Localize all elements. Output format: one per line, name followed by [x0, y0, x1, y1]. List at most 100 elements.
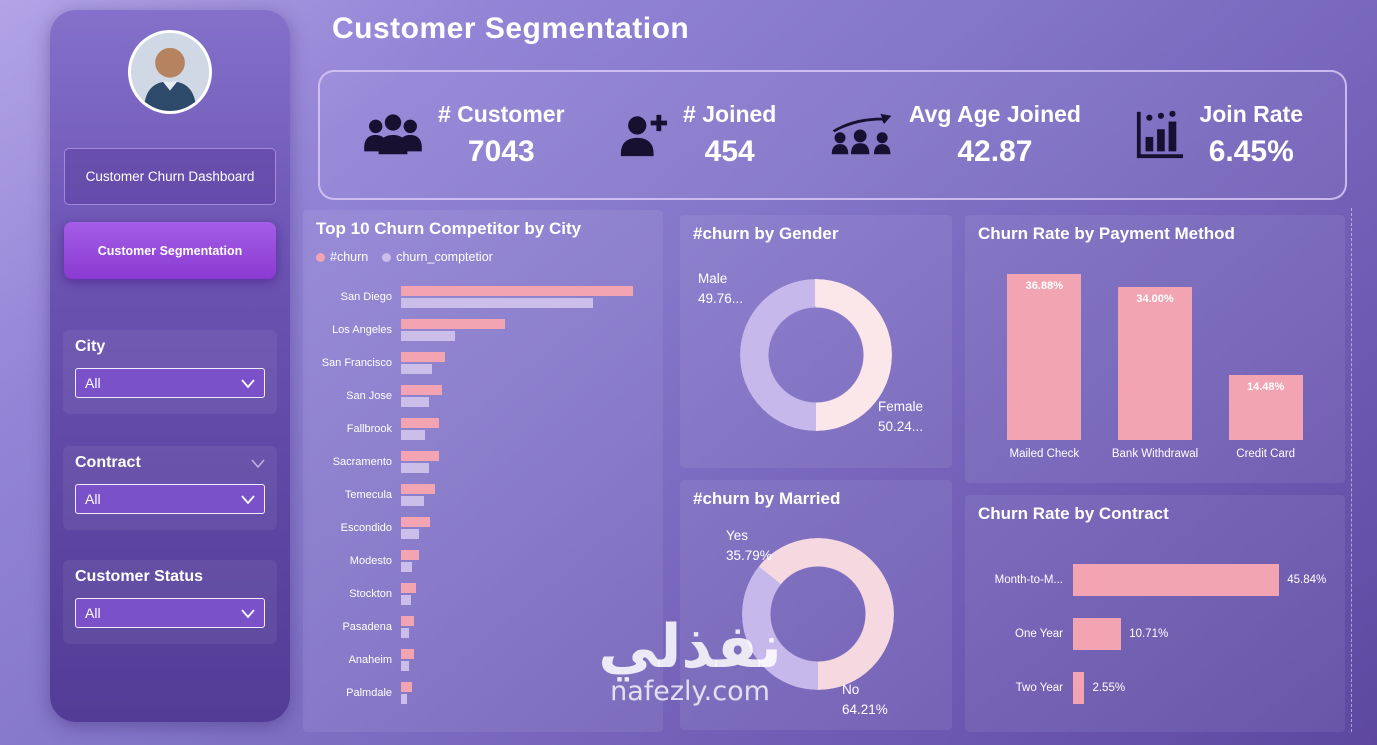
city-dropdown[interactable]: All	[75, 368, 265, 398]
city-row: Escondido	[309, 511, 657, 544]
kpi-join-rate-value: 6.45%	[1208, 135, 1294, 168]
city-bar[interactable]	[401, 615, 414, 626]
contract-bar-value: 10.71%	[1129, 628, 1169, 640]
city-row: Stockton	[309, 577, 657, 610]
page-title: Customer Segmentation	[332, 12, 690, 45]
payment-bar-value: 14.48%	[1246, 380, 1285, 393]
no-value: 64.21%	[842, 701, 888, 717]
nav-customer-segmentation[interactable]: Customer Segmentation	[64, 222, 276, 279]
city-row: Sacramento	[309, 445, 657, 478]
city-bar[interactable]	[401, 285, 633, 296]
city-bar[interactable]	[401, 648, 414, 659]
city-bar[interactable]	[401, 516, 430, 527]
filter-contract: Contract All	[63, 446, 277, 530]
contract-chart-card: Churn Rate by Contract Month-to-M... 45.8…	[965, 495, 1345, 732]
collapse-chevron-icon[interactable]	[251, 458, 265, 468]
city-bar[interactable]	[401, 429, 425, 440]
city-bar[interactable]	[401, 549, 419, 560]
contract-bar-value: 45.84%	[1287, 574, 1327, 586]
person-plus-icon	[617, 111, 669, 159]
no-label: No	[842, 682, 860, 697]
contract-row: One Year 10.71%	[975, 607, 1341, 661]
city-bar[interactable]	[401, 396, 429, 407]
kpi-joined-value: 454	[704, 135, 755, 168]
contract-row: Month-to-M... 45.84%	[975, 553, 1341, 607]
payment-bar[interactable]: 34.00%	[1117, 287, 1192, 440]
people-growth-icon	[829, 112, 895, 158]
kpi-customer-label: # Customer	[438, 101, 565, 127]
yes-value: 35.79%	[726, 547, 772, 563]
payment-chart-title: Churn Rate by Payment Method	[978, 224, 1235, 243]
city-bar[interactable]	[401, 417, 439, 428]
city-bar[interactable]	[401, 693, 408, 704]
city-bar[interactable]	[401, 561, 413, 572]
city-bar-group	[401, 285, 633, 308]
contract-bar[interactable]	[1073, 618, 1122, 650]
city-row: Palmdale	[309, 676, 657, 709]
married-label-no: No 64.21%	[842, 680, 888, 719]
city-bar[interactable]	[401, 528, 419, 539]
city-row: Temecula	[309, 478, 657, 511]
sidebar: Customer Churn Dashboard Customer Segmen…	[50, 10, 290, 722]
city-row: Pasadena	[309, 610, 657, 643]
city-bar[interactable]	[401, 351, 445, 362]
city-row: Modesto	[309, 544, 657, 577]
city-bar[interactable]	[401, 483, 435, 494]
payment-bar[interactable]: 36.88%	[1007, 274, 1082, 440]
filter-customer-status-title: Customer Status	[75, 568, 204, 585]
nav-customer-churn-dashboard[interactable]: Customer Churn Dashboard	[64, 148, 276, 205]
city-bar-group	[401, 549, 419, 572]
city-category-label: Temecula	[344, 488, 392, 501]
city-bar[interactable]	[401, 462, 429, 473]
filter-city-label: City	[75, 338, 265, 356]
payment-category-label: Credit Card	[1236, 448, 1296, 460]
city-bar-group	[401, 384, 443, 407]
city-bar[interactable]	[401, 627, 409, 638]
contract-bar-value: 2.55%	[1092, 682, 1126, 694]
city-category-label: Escondido	[340, 521, 392, 534]
city-bar[interactable]	[401, 681, 413, 692]
city-bar-group	[401, 516, 430, 539]
city-chart-legend: #churn churn_comptetior	[316, 250, 493, 264]
chevron-down-icon	[241, 494, 255, 504]
city-bar[interactable]	[401, 594, 412, 605]
payment-bar[interactable]: 14.48%	[1228, 374, 1303, 440]
gender-label-male: Male 49.76...	[698, 269, 743, 308]
legend-item-churn[interactable]: #churn	[316, 250, 368, 264]
payment-labels: Mailed Check Bank Withdrawal Credit Card	[989, 447, 1321, 462]
city-bar[interactable]	[401, 297, 593, 308]
contract-rows: Month-to-M... 45.84% One Year 10.71% Two Yea…	[975, 553, 1341, 715]
city-category-label: Palmdale	[346, 686, 392, 699]
city-bar[interactable]	[401, 363, 433, 374]
city-bar[interactable]	[401, 330, 455, 341]
contract-bar[interactable]	[1073, 564, 1280, 596]
city-bar-group	[401, 615, 414, 638]
city-category-label: Anaheim	[348, 653, 392, 666]
legend-item-churncomptetior[interactable]: churn_comptetior	[382, 250, 493, 264]
city-bar[interactable]	[401, 450, 439, 461]
contract-bar[interactable]	[1073, 672, 1085, 704]
city-bar[interactable]	[401, 660, 409, 671]
filter-contract-label: Contract	[75, 454, 265, 472]
payment-chart-card: Churn Rate by Payment Method 36.88% 34.00…	[965, 215, 1345, 483]
city-bar[interactable]	[401, 318, 505, 329]
city-bar[interactable]	[401, 384, 443, 395]
city-category-label: Modesto	[349, 554, 392, 567]
city-row: Los Angeles	[309, 313, 657, 346]
city-bar[interactable]	[401, 582, 417, 593]
customer-status-dropdown[interactable]: All	[75, 598, 265, 628]
selection-dashed-border	[1351, 208, 1352, 732]
gender-label-female: Female 50.24...	[878, 397, 923, 436]
filter-customer-status-label: Customer Status	[75, 568, 265, 586]
married-donut[interactable]	[742, 538, 894, 690]
city-category-label: San Jose	[346, 389, 392, 402]
gender-donut[interactable]	[740, 279, 892, 431]
city-bar[interactable]	[401, 495, 424, 506]
contract-dropdown[interactable]: All	[75, 484, 265, 514]
city-row: San Diego	[309, 280, 657, 313]
city-bar-group	[401, 582, 417, 605]
kpi-customer-value: 7043	[467, 135, 535, 168]
city-category-label: Fallbrook	[346, 422, 392, 435]
payment-bar-value: 34.00%	[1136, 293, 1174, 305]
